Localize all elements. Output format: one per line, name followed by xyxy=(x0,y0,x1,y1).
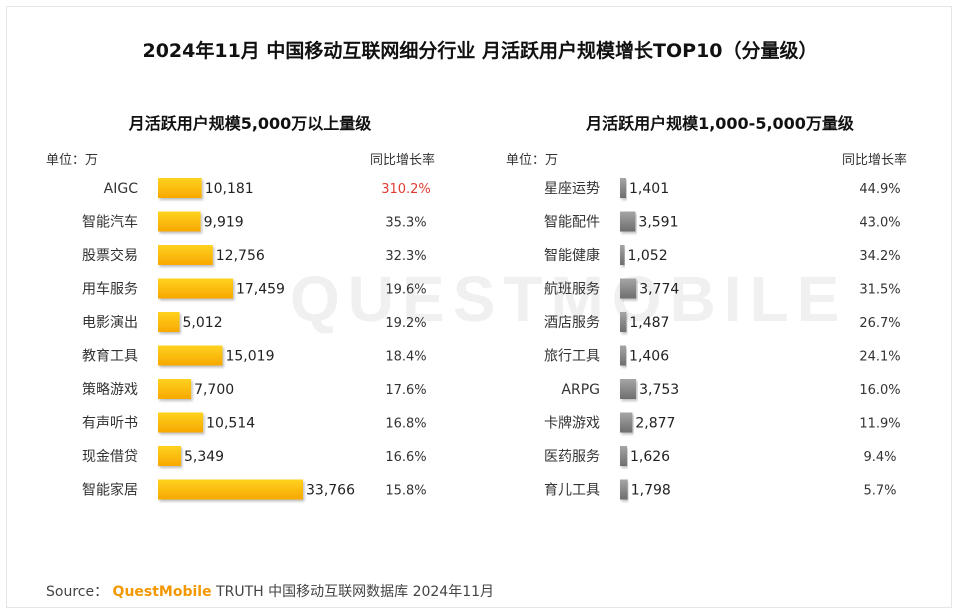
left-value-label: 12,756 xyxy=(216,248,265,264)
left-bar xyxy=(158,412,204,433)
left-category-label: 股票交易 xyxy=(82,247,138,264)
left-bar-chart: AIGC 10,181 310.2% 智能汽车 9,919 35.3% 股票交易 12,756… xyxy=(82,178,431,500)
left-category-label: 智能汽车 xyxy=(82,214,138,231)
left-bar xyxy=(158,178,202,198)
left-unit-label: 单位：万 xyxy=(46,153,99,168)
right-category-label: ARPG xyxy=(561,382,600,398)
right-unit-label: 单位：万 xyxy=(506,153,559,168)
right-bar xyxy=(620,278,637,299)
left-bar xyxy=(158,446,181,466)
source-rest: TRUTH 中国移动互联网数据库 2024年11月 xyxy=(216,584,495,600)
left-value-label: 17,459 xyxy=(236,282,285,298)
right-value-label: 2,877 xyxy=(635,416,675,432)
left-growth-label: 16.6% xyxy=(385,450,426,465)
right-category-label: 星座运势 xyxy=(544,181,600,197)
right-bar xyxy=(620,379,637,399)
right-value-label: 1,052 xyxy=(628,248,668,264)
source-label: Source： xyxy=(46,584,109,600)
left-bar xyxy=(158,211,201,232)
source-line: Source： QuestMobile TRUTH 中国移动互联网数据库 202… xyxy=(46,581,494,601)
left-bar xyxy=(158,479,303,500)
left-bar xyxy=(158,245,213,265)
left-value-label: 33,766 xyxy=(306,483,355,499)
right-bar xyxy=(620,345,626,366)
left-value-label: 10,514 xyxy=(206,416,255,432)
left-growth-label: 19.6% xyxy=(385,283,426,298)
right-category-label: 酒店服务 xyxy=(544,315,600,331)
right-bar xyxy=(620,479,628,500)
right-bar xyxy=(620,211,636,232)
left-category-label: 电影演出 xyxy=(82,315,138,331)
right-bar xyxy=(620,178,626,198)
left-bar xyxy=(158,379,192,399)
left-value-label: 15,019 xyxy=(225,349,274,365)
left-growth-label: 32.3% xyxy=(385,249,426,264)
left-category-label: 教育工具 xyxy=(82,349,138,365)
left-growth-label: 19.2% xyxy=(385,316,426,331)
right-growth-label: 31.5% xyxy=(859,283,900,298)
left-category-label: AIGC xyxy=(104,181,139,197)
right-growth-label: 34.2% xyxy=(859,249,900,264)
left-value-label: 7,700 xyxy=(194,382,234,398)
right-bar xyxy=(620,312,627,332)
source-brand: QuestMobile xyxy=(112,584,212,600)
right-category-label: 智能配件 xyxy=(544,215,600,231)
left-category-label: 用车服务 xyxy=(82,281,138,298)
right-growth-label: 24.1% xyxy=(859,350,900,365)
chart-frame xyxy=(6,6,952,608)
left-growth-label: 310.2% xyxy=(381,182,431,197)
left-growth-label: 17.6% xyxy=(385,383,426,398)
right-value-label: 1,626 xyxy=(630,449,670,465)
left-growth-label: 35.3% xyxy=(385,216,426,231)
right-category-label: 航班服务 xyxy=(544,282,600,298)
right-growth-label: 9.4% xyxy=(863,450,896,465)
left-growth-label: 18.4% xyxy=(385,350,426,365)
left-bar xyxy=(158,312,180,332)
right-value-label: 1,406 xyxy=(629,349,669,365)
right-bar xyxy=(620,245,625,265)
chart-title: 2024年11月 中国移动互联网细分行业 月活跃用户规模增长TOP10（分量级） xyxy=(142,40,818,62)
right-value-label: 1,798 xyxy=(631,483,671,499)
right-category-label: 卡牌游戏 xyxy=(544,415,600,432)
right-bar xyxy=(620,446,627,466)
right-growth-label: 16.0% xyxy=(859,383,900,398)
left-category-label: 有声听书 xyxy=(82,416,138,432)
right-category-label: 育儿工具 xyxy=(544,483,600,499)
right-growth-label: 43.0% xyxy=(859,216,900,231)
left-growth-header: 同比增长率 xyxy=(370,153,436,168)
right-category-label: 医药服务 xyxy=(544,449,600,465)
left-category-label: 策略游戏 xyxy=(82,381,138,398)
right-category-label: 旅行工具 xyxy=(544,349,600,365)
right-value-label: 3,753 xyxy=(639,382,679,398)
left-value-label: 9,919 xyxy=(204,215,244,231)
left-bar xyxy=(158,278,233,299)
left-growth-label: 15.8% xyxy=(385,484,426,499)
right-growth-label: 44.9% xyxy=(859,182,900,197)
right-growth-label: 11.9% xyxy=(859,417,900,432)
left-category-label: 智能家居 xyxy=(82,482,138,499)
right-growth-label: 26.7% xyxy=(859,316,900,331)
left-value-label: 5,012 xyxy=(183,315,223,331)
left-value-label: 10,181 xyxy=(205,181,254,197)
right-panel-title: 月活跃用户规模1,000-5,000万量级 xyxy=(586,114,854,133)
left-panel-title: 月活跃用户规模5,000万以上量级 xyxy=(128,114,372,133)
right-category-label: 智能健康 xyxy=(544,247,600,264)
right-bar xyxy=(620,412,633,433)
right-bar-chart: 星座运势 1,401 44.9% 智能配件 3,591 43.0% 智能健康 1,052 34.… xyxy=(544,178,901,500)
right-value-label: 1,401 xyxy=(629,181,669,197)
left-bar xyxy=(158,345,223,366)
right-growth-label: 5.7% xyxy=(863,484,896,499)
right-value-label: 3,591 xyxy=(638,215,678,231)
left-growth-label: 16.8% xyxy=(385,417,426,432)
right-value-label: 3,774 xyxy=(639,282,679,298)
watermark: QUESTMOBILE xyxy=(290,263,848,335)
right-value-label: 1,487 xyxy=(629,315,669,331)
left-value-label: 5,349 xyxy=(184,449,224,465)
right-growth-header: 同比增长率 xyxy=(842,153,908,168)
left-category-label: 现金借贷 xyxy=(82,449,138,465)
